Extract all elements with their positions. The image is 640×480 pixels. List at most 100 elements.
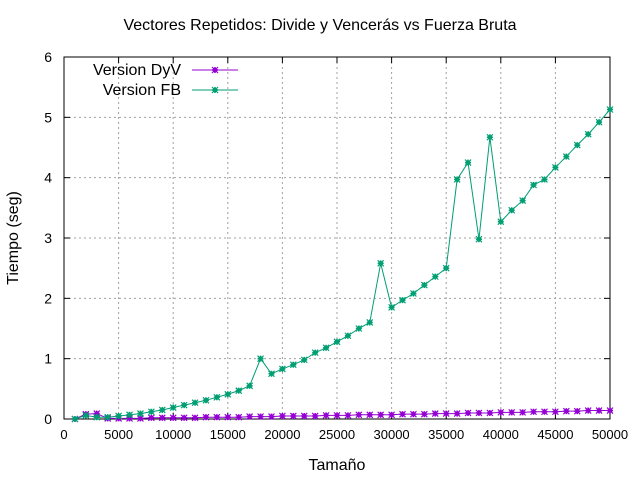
x-tick-label: 50000	[592, 427, 628, 442]
data-point-version-dyv	[268, 413, 275, 421]
data-point-version-dyv	[191, 414, 199, 422]
data-point-version-fb	[486, 133, 494, 141]
x-tick-label: 20000	[264, 427, 300, 442]
data-point-version-dyv	[202, 413, 210, 421]
y-tick-label: 2	[44, 290, 52, 306]
data-point-version-dyv	[311, 412, 319, 420]
data-point-version-dyv	[180, 414, 188, 422]
y-tick-label: 4	[44, 170, 52, 186]
data-point-version-fb	[104, 413, 112, 421]
x-tick-label: 25000	[319, 427, 355, 442]
data-point-version-dyv	[213, 413, 221, 421]
y-tick-label: 3	[44, 230, 52, 246]
data-point-version-dyv	[355, 411, 363, 419]
data-point-version-fb	[530, 181, 537, 189]
legend: Version DyV Version FB	[93, 62, 238, 99]
data-point-version-fb	[180, 401, 188, 409]
data-point-version-fb	[475, 235, 483, 243]
y-axis-label: Tiempo (seg)	[5, 191, 22, 285]
x-tick-label: 0	[60, 427, 67, 442]
data-point-version-fb	[322, 344, 330, 352]
data-point-version-fb	[497, 218, 505, 226]
data-point-version-dyv	[584, 407, 592, 414]
data-point-version-fb	[464, 159, 472, 167]
data-point-version-fb	[158, 406, 166, 414]
data-point-version-fb	[224, 390, 232, 398]
y-tick-label: 1	[44, 351, 52, 367]
data-point-version-fb	[213, 393, 221, 401]
data-point-version-dyv	[322, 411, 330, 419]
data-point-version-dyv	[147, 414, 155, 422]
data-point-version-fb	[311, 349, 319, 357]
data-point-version-dyv	[562, 407, 570, 415]
data-point-version-fb	[191, 399, 199, 407]
data-point-version-dyv	[224, 413, 232, 421]
data-point-version-fb	[300, 356, 308, 364]
x-tick-label: 30000	[374, 427, 410, 442]
x-tick-label: 10000	[155, 427, 191, 442]
data-point-version-fb	[562, 153, 570, 160]
data-point-version-dyv	[333, 411, 341, 419]
data-point-version-dyv	[420, 410, 428, 418]
data-point-version-dyv	[442, 410, 450, 417]
data-point-version-fb	[442, 264, 450, 272]
chart-title: Vectores Repetidos: Divide y Vencerás vs…	[123, 17, 516, 34]
x-tick-label: 45000	[537, 427, 573, 442]
data-point-version-dyv	[388, 411, 396, 419]
data-point-version-fb	[399, 296, 406, 304]
data-point-version-fb	[246, 382, 254, 390]
data-point-version-fb	[366, 319, 374, 326]
data-point-version-dyv	[453, 410, 461, 417]
data-point-version-dyv	[246, 413, 254, 421]
data-point-version-fb	[235, 387, 243, 395]
data-point-version-dyv	[573, 407, 581, 415]
data-point-version-dyv	[377, 411, 385, 419]
data-point-version-dyv	[497, 408, 505, 416]
data-point-version-dyv	[595, 407, 603, 414]
data-point-version-dyv	[300, 412, 308, 420]
data-point-version-dyv	[508, 408, 516, 416]
grid	[64, 57, 610, 419]
data-point-version-fb	[541, 176, 548, 183]
data-point-version-fb	[355, 325, 363, 332]
series-line-version-dyv	[74, 410, 610, 420]
legend-marker-version-dyv	[211, 66, 219, 74]
data-point-version-dyv	[530, 408, 537, 416]
data-point-version-dyv	[399, 410, 406, 418]
data-point-version-fb	[71, 415, 79, 423]
data-point-version-fb	[573, 141, 581, 149]
data-point-version-dyv	[289, 412, 297, 420]
legend-marker-version-fb	[211, 86, 219, 94]
data-point-version-fb	[333, 338, 341, 346]
legend-label-version-dyv: Version DyV	[93, 62, 181, 79]
series-layer	[71, 106, 614, 423]
x-tick-label: 15000	[210, 427, 246, 442]
data-point-version-fb	[420, 281, 428, 289]
data-point-version-dyv	[278, 412, 286, 420]
data-point-version-fb	[126, 411, 133, 419]
data-point-version-fb	[93, 413, 101, 421]
data-point-version-fb	[595, 118, 603, 126]
x-tick-label: 35000	[428, 427, 464, 442]
data-point-version-fb	[344, 332, 352, 340]
data-point-version-fb	[508, 206, 516, 214]
data-point-version-fb	[289, 361, 297, 369]
x-tick-label: 5000	[104, 427, 133, 442]
data-point-version-dyv	[158, 414, 166, 422]
data-point-version-fb	[268, 370, 275, 378]
data-point-version-dyv	[486, 409, 494, 417]
data-point-version-dyv	[366, 411, 374, 419]
data-point-version-fb	[388, 303, 396, 311]
data-point-version-fb	[169, 404, 177, 411]
y-tick-label: 0	[44, 411, 52, 427]
data-point-version-fb	[410, 290, 417, 297]
data-point-version-dyv	[431, 410, 439, 417]
data-point-version-dyv	[475, 409, 483, 417]
data-point-version-fb	[584, 130, 592, 138]
x-axis-label: Tamaño	[309, 457, 366, 474]
data-point-version-dyv	[541, 408, 548, 416]
data-point-version-dyv	[551, 408, 559, 416]
data-point-version-fb	[202, 396, 210, 404]
data-point-version-fb	[431, 273, 439, 281]
